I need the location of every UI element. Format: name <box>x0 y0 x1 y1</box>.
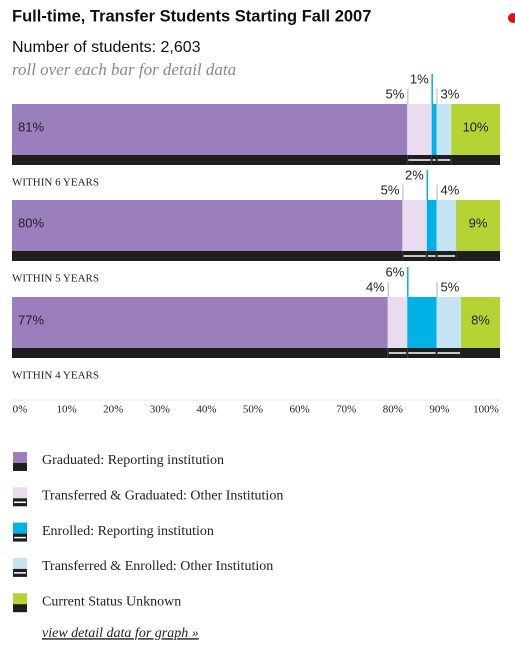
legend-label: Transferred & Enrolled: Other Institutio… <box>42 559 273 574</box>
value-label: 4% <box>441 182 460 197</box>
subtitle: Number of students: 2,603 <box>12 39 201 56</box>
bar-segment <box>407 104 432 155</box>
x-tick-label: 100% <box>473 404 499 416</box>
value-label: 1% <box>410 71 429 86</box>
value-label: 9% <box>469 215 488 230</box>
x-tick-label: 80% <box>383 404 403 416</box>
value-label: 8% <box>471 312 490 327</box>
category-label: WITHIN 6 YEARS <box>12 177 99 189</box>
bar-segment <box>12 104 408 155</box>
bar-base <box>12 348 388 358</box>
legend-label: Graduated: Reporting institution <box>42 453 224 468</box>
bar-segment <box>387 297 408 348</box>
x-tick-label: 20% <box>103 404 123 416</box>
x-tick-label: 40% <box>196 404 216 416</box>
indicator-dot <box>508 13 515 23</box>
bar-base <box>460 348 500 358</box>
category-label: WITHIN 5 YEARS <box>12 273 99 285</box>
bar-base <box>456 251 500 261</box>
x-tick-label: 0% <box>13 404 28 416</box>
x-tick-label: 50% <box>243 404 263 416</box>
legend-swatch-base <box>13 463 27 471</box>
value-label: 80% <box>18 215 44 230</box>
bar-segment <box>12 200 403 251</box>
chart-title: Full-time, Transfer Students Starting Fa… <box>12 7 371 25</box>
x-tick-label: 60% <box>290 404 310 416</box>
legend-label: Transferred & Graduated: Other Instituti… <box>42 489 283 504</box>
note: roll over each bar for detail data <box>12 60 236 79</box>
value-label: 6% <box>385 264 404 279</box>
legend-swatch <box>13 557 27 569</box>
bar-segment <box>436 297 461 348</box>
bar-segment <box>431 104 437 155</box>
bar-segment <box>460 297 500 348</box>
x-tick-label: 10% <box>57 404 77 416</box>
category-label: WITHIN 4 YEARS <box>12 370 99 382</box>
bar-base <box>12 251 403 261</box>
value-label: 2% <box>405 167 424 182</box>
legend-label: Enrolled: Reporting institution <box>42 524 214 539</box>
value-label: 3% <box>441 86 460 101</box>
x-tick-label: 90% <box>429 404 449 416</box>
value-label: 4% <box>366 279 385 294</box>
x-tick-label: 30% <box>150 404 170 416</box>
legend-swatch-base <box>13 604 27 613</box>
bar-segment <box>436 200 457 251</box>
legend-swatch <box>13 487 27 499</box>
value-label: 5% <box>385 86 404 101</box>
value-label: 5% <box>441 279 460 294</box>
legend-label: Current Status Unknown <box>42 594 181 609</box>
bar-base <box>451 155 500 165</box>
x-tick-label: 70% <box>336 404 356 416</box>
bar-segment <box>407 297 437 348</box>
value-label: 81% <box>18 119 44 134</box>
bar-segment <box>451 104 500 155</box>
bar-segment <box>402 200 427 251</box>
bar-segment <box>436 104 452 155</box>
detail-link[interactable]: view detail data for graph » <box>42 626 199 641</box>
value-label: 10% <box>463 119 489 134</box>
legend-swatch <box>13 593 27 605</box>
bar-segment <box>426 200 437 251</box>
legend-swatch <box>13 452 27 463</box>
value-label: 77% <box>18 312 44 327</box>
bar-segment <box>456 200 500 251</box>
bar-segment <box>12 297 388 348</box>
bar-base <box>12 155 408 165</box>
value-label: 5% <box>381 182 400 197</box>
legend-swatch <box>13 522 27 534</box>
